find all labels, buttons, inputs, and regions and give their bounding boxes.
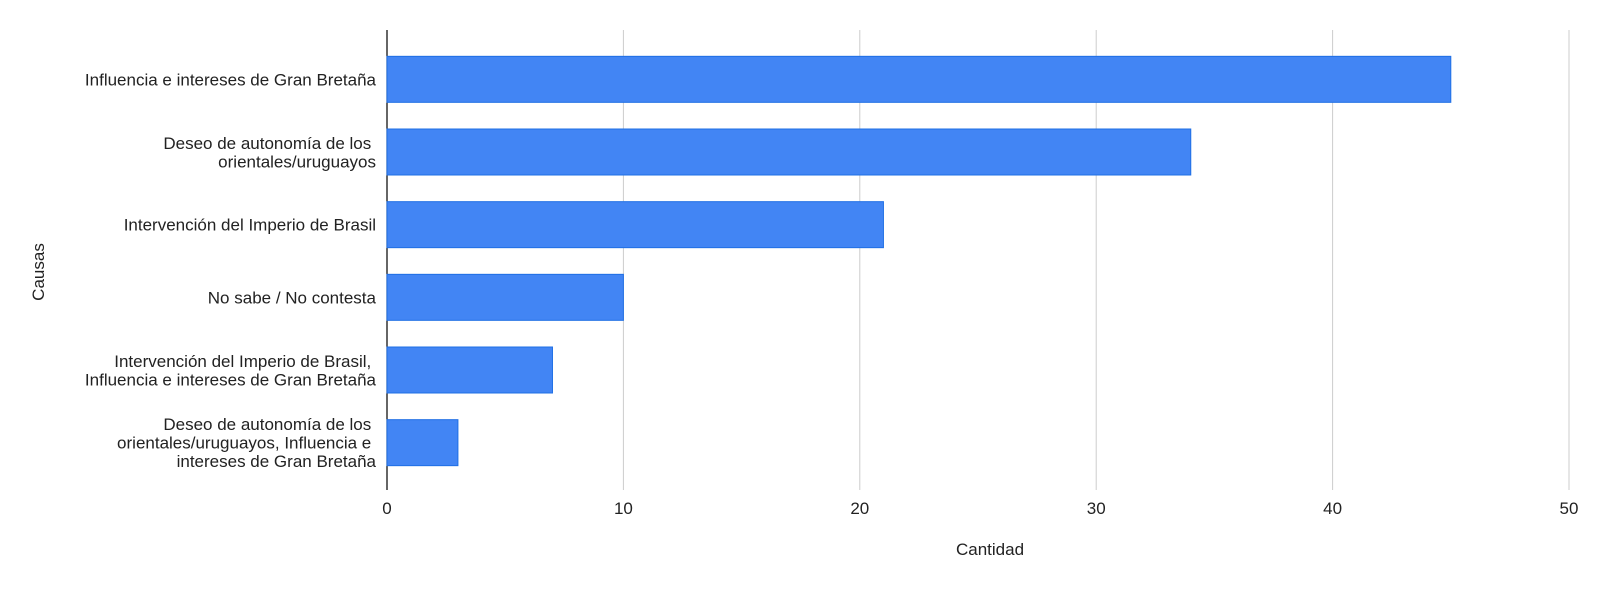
x-tick-label: 20 bbox=[850, 499, 869, 518]
x-tick-label: 0 bbox=[382, 499, 391, 518]
y-tick-label: Influencia e intereses de Gran Bretaña bbox=[85, 70, 377, 89]
x-axis-title: Cantidad bbox=[956, 540, 1024, 559]
bar bbox=[386, 346, 553, 394]
y-tick-label: No sabe / No contesta bbox=[208, 288, 377, 307]
y-tick-label: Deseo de autonomía de los orientales/uru… bbox=[163, 134, 376, 172]
x-tick-label: 50 bbox=[1560, 499, 1579, 518]
y-tick-label: Deseo de autonomía de los orientales/uru… bbox=[117, 415, 376, 471]
x-tick-label: 40 bbox=[1323, 499, 1342, 518]
y-axis-title: Causas bbox=[29, 243, 48, 301]
x-tick-label: 30 bbox=[1087, 499, 1106, 518]
bar bbox=[386, 273, 624, 321]
y-tick-label: Intervención del Imperio de Brasil bbox=[124, 216, 376, 235]
x-tick-label: 10 bbox=[614, 499, 633, 518]
bar bbox=[386, 55, 1452, 103]
bar bbox=[386, 128, 1192, 176]
bar bbox=[386, 201, 884, 249]
bar bbox=[386, 419, 459, 467]
y-tick-label: Intervención del Imperio de Brasil, Infl… bbox=[85, 352, 377, 390]
